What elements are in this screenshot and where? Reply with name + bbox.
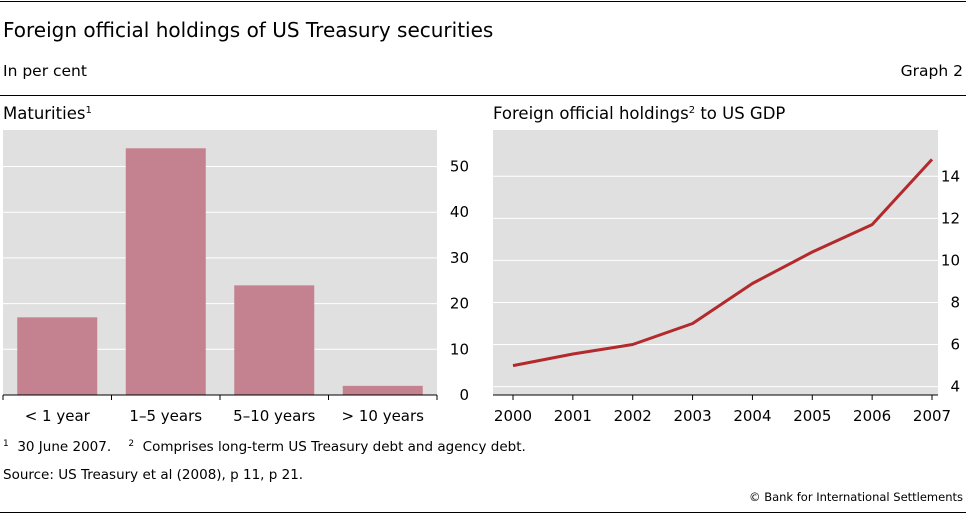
y-tick-label: 40: [450, 203, 469, 221]
x-tick-label: < 1 year: [25, 407, 91, 425]
y-tick-label: 14: [941, 167, 960, 185]
y-tick-label: 30: [450, 249, 469, 267]
top-rule: [0, 1, 966, 2]
bar: [17, 317, 98, 395]
copyright: © Bank for International Settlements: [749, 490, 963, 504]
bar: [234, 285, 315, 395]
x-tick-label: 2004: [733, 407, 771, 425]
header-rule: [0, 95, 966, 96]
bar: [342, 385, 423, 395]
footnotes-line: 1 30 June 2007. 2 Comprises long-term US…: [3, 439, 526, 455]
series-line: [512, 158, 934, 368]
x-tick-label: 5–10 years: [233, 407, 315, 425]
bottom-rule: [0, 512, 966, 513]
y-tick-label: 12: [941, 209, 960, 227]
x-tick-label: 2003: [673, 407, 711, 425]
y-tick-label: 50: [450, 158, 469, 176]
holdings-line-chart: 2000 2001 2002 2003 2004 2005 2006 2007 4 6 8 10 12 1…: [493, 130, 960, 425]
right-plot-area: [493, 130, 938, 395]
chart-title: Foreign official holdings of US Treasury…: [3, 18, 494, 42]
x-tick-label: 2001: [554, 407, 592, 425]
graph-number: Graph 2: [900, 62, 963, 80]
x-tick-label: 2007: [913, 407, 951, 425]
x-tick-label: 2006: [853, 407, 891, 425]
x-tick-label: > 10 years: [342, 407, 425, 425]
x-tick-label: 1–5 years: [129, 407, 202, 425]
maturities-bar-chart: < 1 year 1–5 years 5–10 years > 10 years 0 10…: [2, 130, 469, 425]
units-label: In per cent: [3, 62, 87, 80]
x-tick-label: 2002: [614, 407, 652, 425]
source-note: Source: US Treasury et al (2008), p 11, …: [3, 467, 304, 483]
y-tick-label: 0: [459, 386, 469, 404]
y-tick-label: 20: [450, 295, 469, 313]
left-panel-title: Maturities1: [3, 104, 92, 123]
y-tick-label: 8: [950, 293, 960, 311]
bar: [125, 148, 206, 395]
y-tick-label: 10: [941, 251, 960, 269]
x-tick-label: 2005: [793, 407, 831, 425]
y-tick-label: 10: [450, 340, 469, 358]
y-tick-label: 6: [950, 336, 960, 354]
right-panel-title: Foreign official holdings2 to US GDP: [493, 104, 786, 123]
y-tick-label: 4: [950, 378, 960, 396]
x-tick-label: 2000: [494, 407, 532, 425]
